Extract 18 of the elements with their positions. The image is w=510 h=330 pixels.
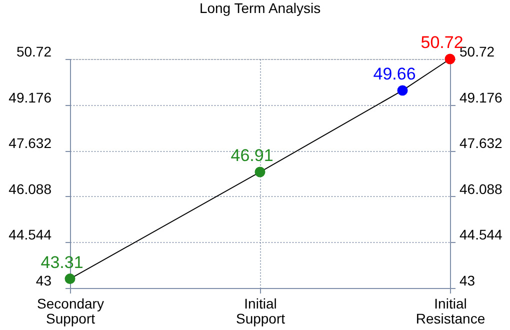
y2-tick-label: 47.632: [460, 135, 503, 152]
y2-tick-label: 49.176: [460, 89, 503, 106]
data-label: 46.91: [230, 146, 274, 166]
y-tick-label: 50.72: [16, 44, 52, 60]
y2-tick-label: 43: [460, 272, 476, 288]
y-tick-label: 44.544: [8, 226, 52, 243]
x-tick-label: Initial Support: [236, 296, 286, 326]
y2-tick-label: 50.72: [460, 44, 495, 60]
y-tick-label: 49.176: [8, 89, 52, 106]
y-tick-label: 43: [36, 272, 52, 288]
y2-tick-label: 46.088: [460, 180, 503, 197]
y-tick-label: 46.088: [8, 180, 52, 197]
x-tick-label: Initial Resistance: [416, 296, 486, 326]
chart-title: Long Term Analysis: [199, 0, 321, 16]
x-tick-label: Secondary Support: [37, 296, 104, 326]
y2-tick-label: 44.544: [460, 226, 503, 243]
data-label: 49.66: [373, 64, 416, 84]
y-tick-label: 47.632: [8, 135, 52, 152]
